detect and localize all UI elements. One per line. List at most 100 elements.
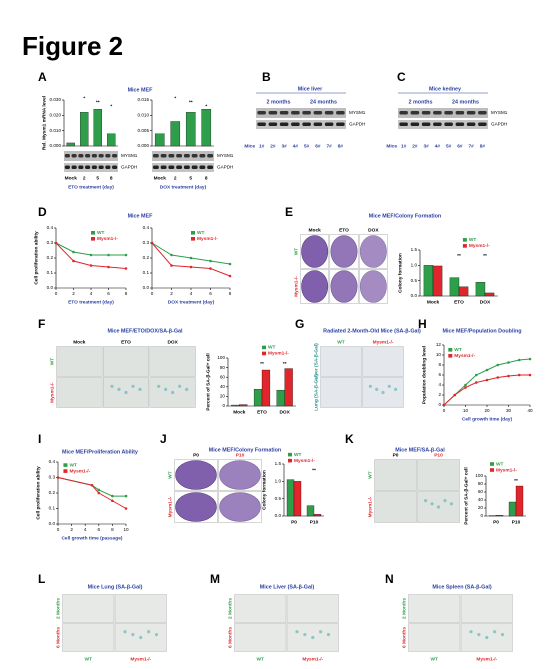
- blot-band: [85, 154, 91, 158]
- x-tick-label: P0: [291, 519, 297, 525]
- image-cell: [234, 623, 287, 652]
- column-label: P10: [236, 452, 245, 458]
- lane-label: Mice: [386, 143, 397, 149]
- y-tick-label: 100: [217, 355, 225, 360]
- blot-band: [313, 122, 323, 126]
- legend-swatch: [448, 354, 453, 358]
- data-point: [124, 267, 128, 270]
- blot-band: [207, 154, 214, 158]
- column-label: Mysm1-/-: [373, 339, 394, 345]
- column-label: WT: [257, 656, 265, 662]
- data-point: [97, 488, 101, 492]
- panel-letter: G: [295, 317, 304, 331]
- legend-swatch: [191, 237, 195, 241]
- y-axis-label: Percent of SA-β-Gal+ cell: [205, 353, 211, 410]
- image-cell: [320, 377, 362, 408]
- blot-band: [302, 122, 311, 126]
- blot-band: [410, 122, 420, 126]
- y-tick-label: 0.000: [50, 143, 62, 148]
- y-tick-label: 0.3: [143, 240, 150, 245]
- image-cell: [374, 491, 417, 523]
- legend-swatch: [448, 348, 453, 352]
- lane-label: 1#: [401, 143, 407, 149]
- x-tick-label: Mock: [154, 175, 167, 181]
- data-point: [464, 383, 467, 387]
- y-tick-label: 80: [478, 481, 484, 486]
- stain: [326, 633, 331, 637]
- panel-title: Mice MEF/SA-β-Gal: [395, 447, 445, 453]
- significance: **: [312, 468, 316, 474]
- data-point: [90, 483, 94, 487]
- blot-band: [399, 122, 408, 126]
- y-tick-label: 10: [436, 352, 442, 357]
- data-point: [107, 265, 110, 269]
- data-point: [111, 499, 114, 503]
- blot-band: [268, 122, 278, 126]
- blot-band: [199, 154, 206, 158]
- panel-title: Mice Liver (SA-β-Gal): [260, 584, 315, 590]
- bar: [508, 501, 517, 517]
- x-tick-label: 0: [151, 291, 154, 296]
- lane-label: 8#: [338, 143, 344, 149]
- blot-band: [78, 154, 84, 158]
- stain: [178, 384, 182, 388]
- column-label: ETO: [339, 227, 349, 233]
- y-tick-label: 1.0: [275, 479, 282, 484]
- panel-title: Mice liver: [298, 86, 323, 92]
- bar: [261, 369, 271, 407]
- blot-band: [324, 111, 334, 115]
- y-tick-label: 60: [478, 489, 484, 494]
- legend-label: WT: [268, 345, 276, 351]
- legend-swatch: [63, 469, 68, 473]
- column-label: Mysm1-/-: [476, 656, 497, 662]
- data-point: [485, 368, 489, 372]
- data-point: [107, 253, 110, 257]
- stain: [443, 499, 447, 503]
- stain: [493, 630, 497, 634]
- x-tick-label: 4: [84, 527, 87, 532]
- stain: [375, 387, 379, 391]
- image-cell: [62, 623, 115, 652]
- panel-title: Radiated 2-Month-Old Mice (SA-β-Gal): [323, 328, 421, 334]
- column-label: Mysm1-/-: [302, 656, 323, 662]
- blot-band: [336, 122, 345, 126]
- blot: [152, 163, 214, 172]
- y-axis-label: Cell proliferation ability: [33, 231, 39, 285]
- x-tick-label: 30: [506, 408, 512, 413]
- data-point: [496, 363, 500, 367]
- y-tick-label: 0.0: [411, 293, 418, 298]
- bar: [495, 515, 504, 517]
- stain: [500, 633, 505, 637]
- stain: [394, 387, 398, 391]
- row-label: 2 Months: [401, 598, 407, 619]
- blot-band: [176, 165, 183, 169]
- bar: [276, 390, 285, 407]
- row-label: Lung (SA-β-Gal): [313, 374, 319, 411]
- bar: [423, 265, 434, 297]
- bar: [201, 109, 212, 147]
- x-tick-label: 5: [189, 175, 192, 181]
- y-tick-label: 0: [222, 403, 225, 408]
- column-label: P10: [434, 452, 443, 458]
- blot-band: [324, 122, 334, 126]
- legend-swatch: [288, 452, 292, 457]
- stain: [436, 505, 441, 509]
- y-tick-label: 6: [438, 372, 441, 377]
- lane-label: 5#: [446, 143, 452, 149]
- x-tick-label: 2: [70, 527, 73, 532]
- panel-title: Mice MEF/ETO/DOX/SA-β-Gal: [107, 328, 183, 334]
- bar: [66, 142, 75, 147]
- blot-band: [268, 111, 278, 115]
- blot-band: [152, 165, 159, 169]
- legend-label: Mysm1-/-: [469, 243, 490, 249]
- data-point: [209, 267, 212, 270]
- stain: [117, 387, 121, 391]
- y-tick-label: 80: [220, 365, 226, 370]
- y-tick-label: 0.0: [47, 285, 54, 290]
- image-cell: [114, 594, 167, 623]
- y-tick-label: 1.5: [411, 247, 418, 252]
- blot-label: GAPDH: [349, 122, 365, 127]
- panel-title: Mice MEF: [128, 87, 154, 93]
- column-label: WT: [431, 656, 439, 662]
